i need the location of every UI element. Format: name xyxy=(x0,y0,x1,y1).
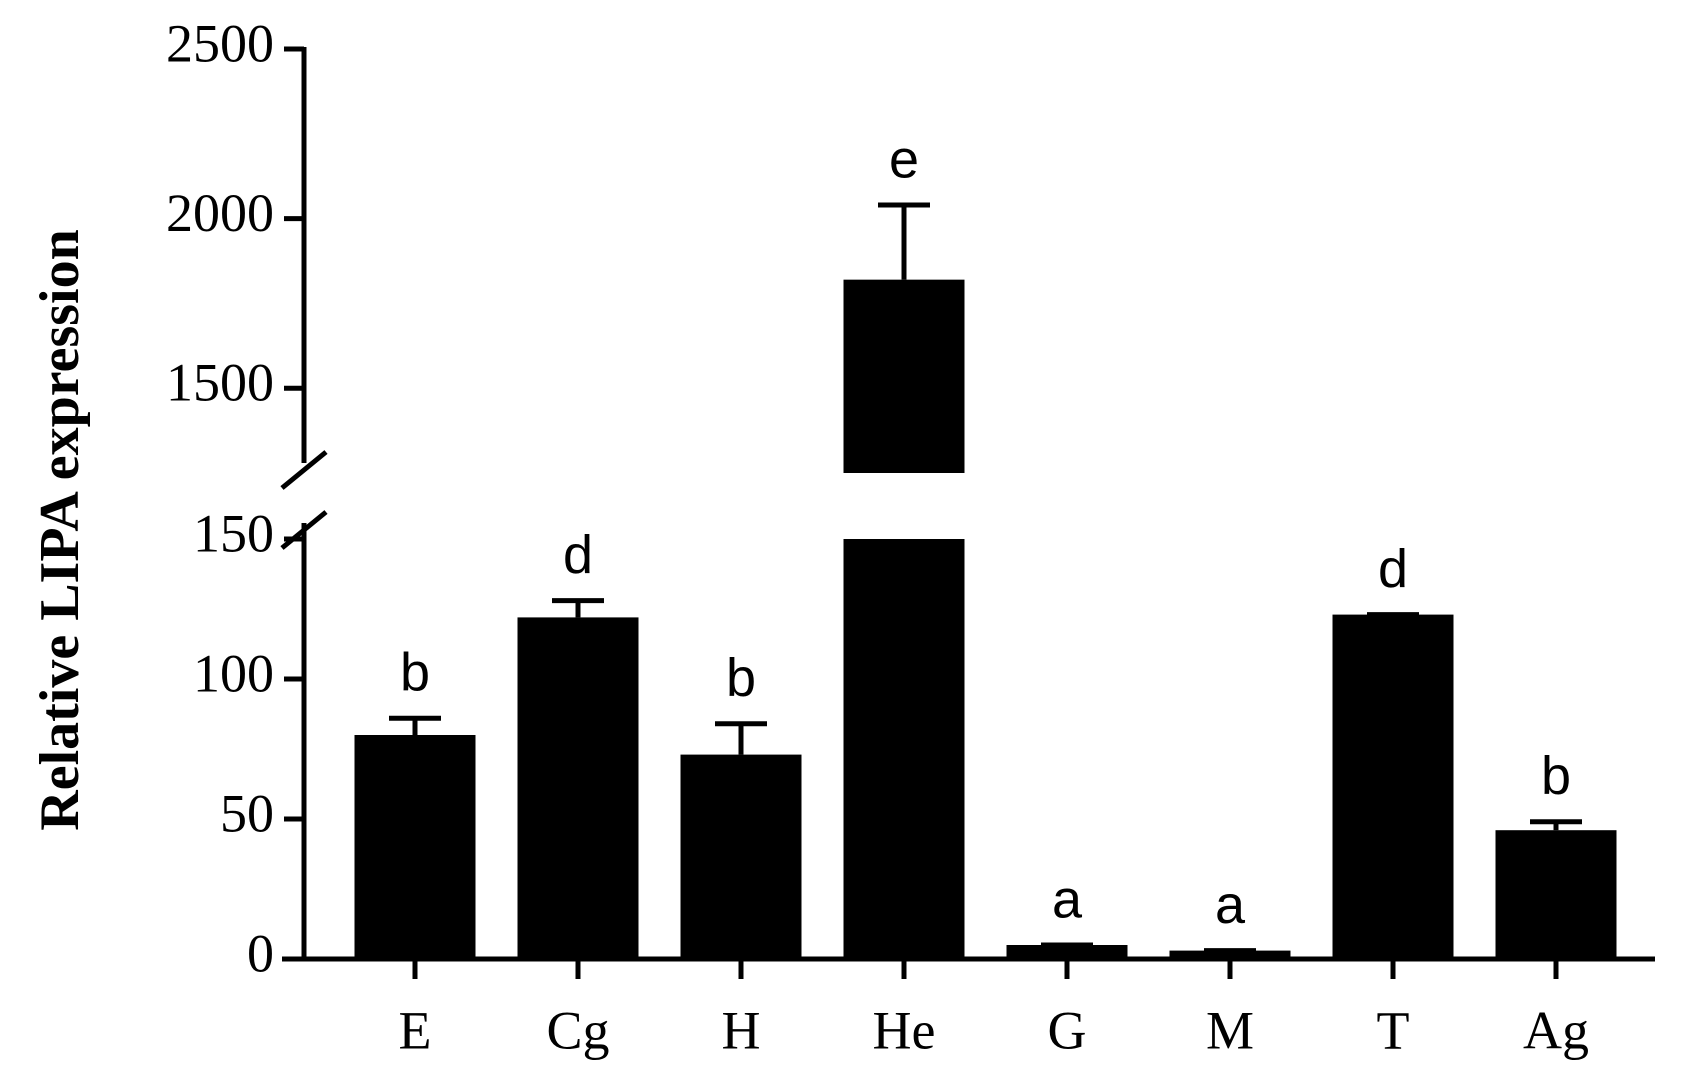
y-tick-label: 0 xyxy=(247,923,274,983)
x-tick-label: H xyxy=(722,1000,761,1060)
x-tick-label: Ag xyxy=(1523,1000,1589,1060)
x-tick-label: Cg xyxy=(546,1000,609,1060)
x-tick-label: He xyxy=(873,1000,936,1060)
bar xyxy=(680,754,802,959)
y-axis-label: Relative LIPA expression xyxy=(29,229,91,830)
significance-letter: d xyxy=(563,525,593,585)
significance-letter: b xyxy=(1541,746,1571,806)
bar xyxy=(1169,950,1291,959)
axis-break xyxy=(280,450,328,490)
significance-letter: a xyxy=(1052,869,1083,929)
significance-letter: b xyxy=(726,648,756,708)
bar xyxy=(843,539,965,959)
bar xyxy=(1332,614,1454,959)
y-tick-label: 100 xyxy=(193,643,274,703)
y-tick-label: 2500 xyxy=(166,13,274,73)
x-tick-label: G xyxy=(1048,1000,1087,1060)
x-tick-label: M xyxy=(1206,1000,1254,1060)
significance-letter: e xyxy=(889,129,919,189)
y-tick-label: 1500 xyxy=(166,353,274,413)
significance-letter: d xyxy=(1378,539,1408,599)
significance-letter: b xyxy=(400,642,430,702)
bar xyxy=(1495,830,1617,959)
bar xyxy=(843,279,965,473)
y-tick-label: 150 xyxy=(193,503,274,563)
bar xyxy=(1006,945,1128,959)
bar xyxy=(354,735,476,959)
x-tick-label: T xyxy=(1377,1000,1410,1060)
y-tick-label: 2000 xyxy=(166,183,274,243)
y-tick-label: 50 xyxy=(220,783,274,843)
significance-letter: a xyxy=(1215,875,1246,935)
axis-break xyxy=(280,510,328,550)
bar xyxy=(517,617,639,959)
x-tick-label: E xyxy=(399,1000,432,1060)
